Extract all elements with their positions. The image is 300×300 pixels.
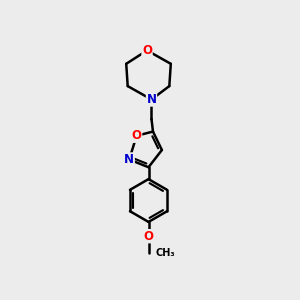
Text: CH₃: CH₃	[155, 248, 175, 257]
Text: O: O	[132, 129, 142, 142]
Text: O: O	[143, 230, 154, 243]
Text: O: O	[142, 44, 152, 57]
Text: N: N	[124, 153, 134, 166]
Text: N: N	[146, 93, 157, 106]
